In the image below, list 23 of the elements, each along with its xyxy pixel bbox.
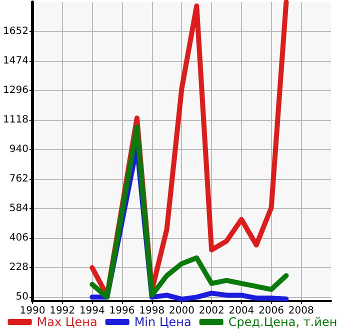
x-tick-label: 1994 — [79, 306, 105, 316]
legend-label: Сред.Цена, т.йен — [228, 315, 338, 329]
y-tick-label: 228 — [9, 262, 28, 274]
y-tick-label: 584 — [9, 203, 28, 214]
y-tick-label: 1296 — [2, 85, 28, 96]
x-tick-label: 1992 — [50, 306, 76, 316]
legend-label: Max Цена — [36, 315, 98, 329]
x-tick-label: 1998 — [139, 306, 165, 316]
x-tick-label: 1990 — [20, 306, 46, 316]
x-tick-label: 1996 — [109, 306, 135, 316]
y-tick-label: 1652 — [2, 26, 28, 38]
y-tick-label: 1118 — [2, 114, 28, 126]
x-tick-label: 2006 — [258, 306, 284, 316]
x-tick-label: 2004 — [228, 306, 254, 316]
y-tick-label: 762 — [9, 174, 28, 185]
y-tick-label: 406 — [9, 232, 28, 244]
x-tick-label: 2008 — [288, 306, 314, 316]
legend-label: Min Цена — [134, 315, 192, 329]
x-tick-label: 2002 — [198, 306, 224, 316]
y-tick-label: 50 — [16, 292, 28, 303]
x-tick-label: 2000 — [169, 306, 194, 316]
y-tick-label: 940 — [9, 144, 28, 156]
y-tick-label: 1474 — [2, 56, 28, 67]
